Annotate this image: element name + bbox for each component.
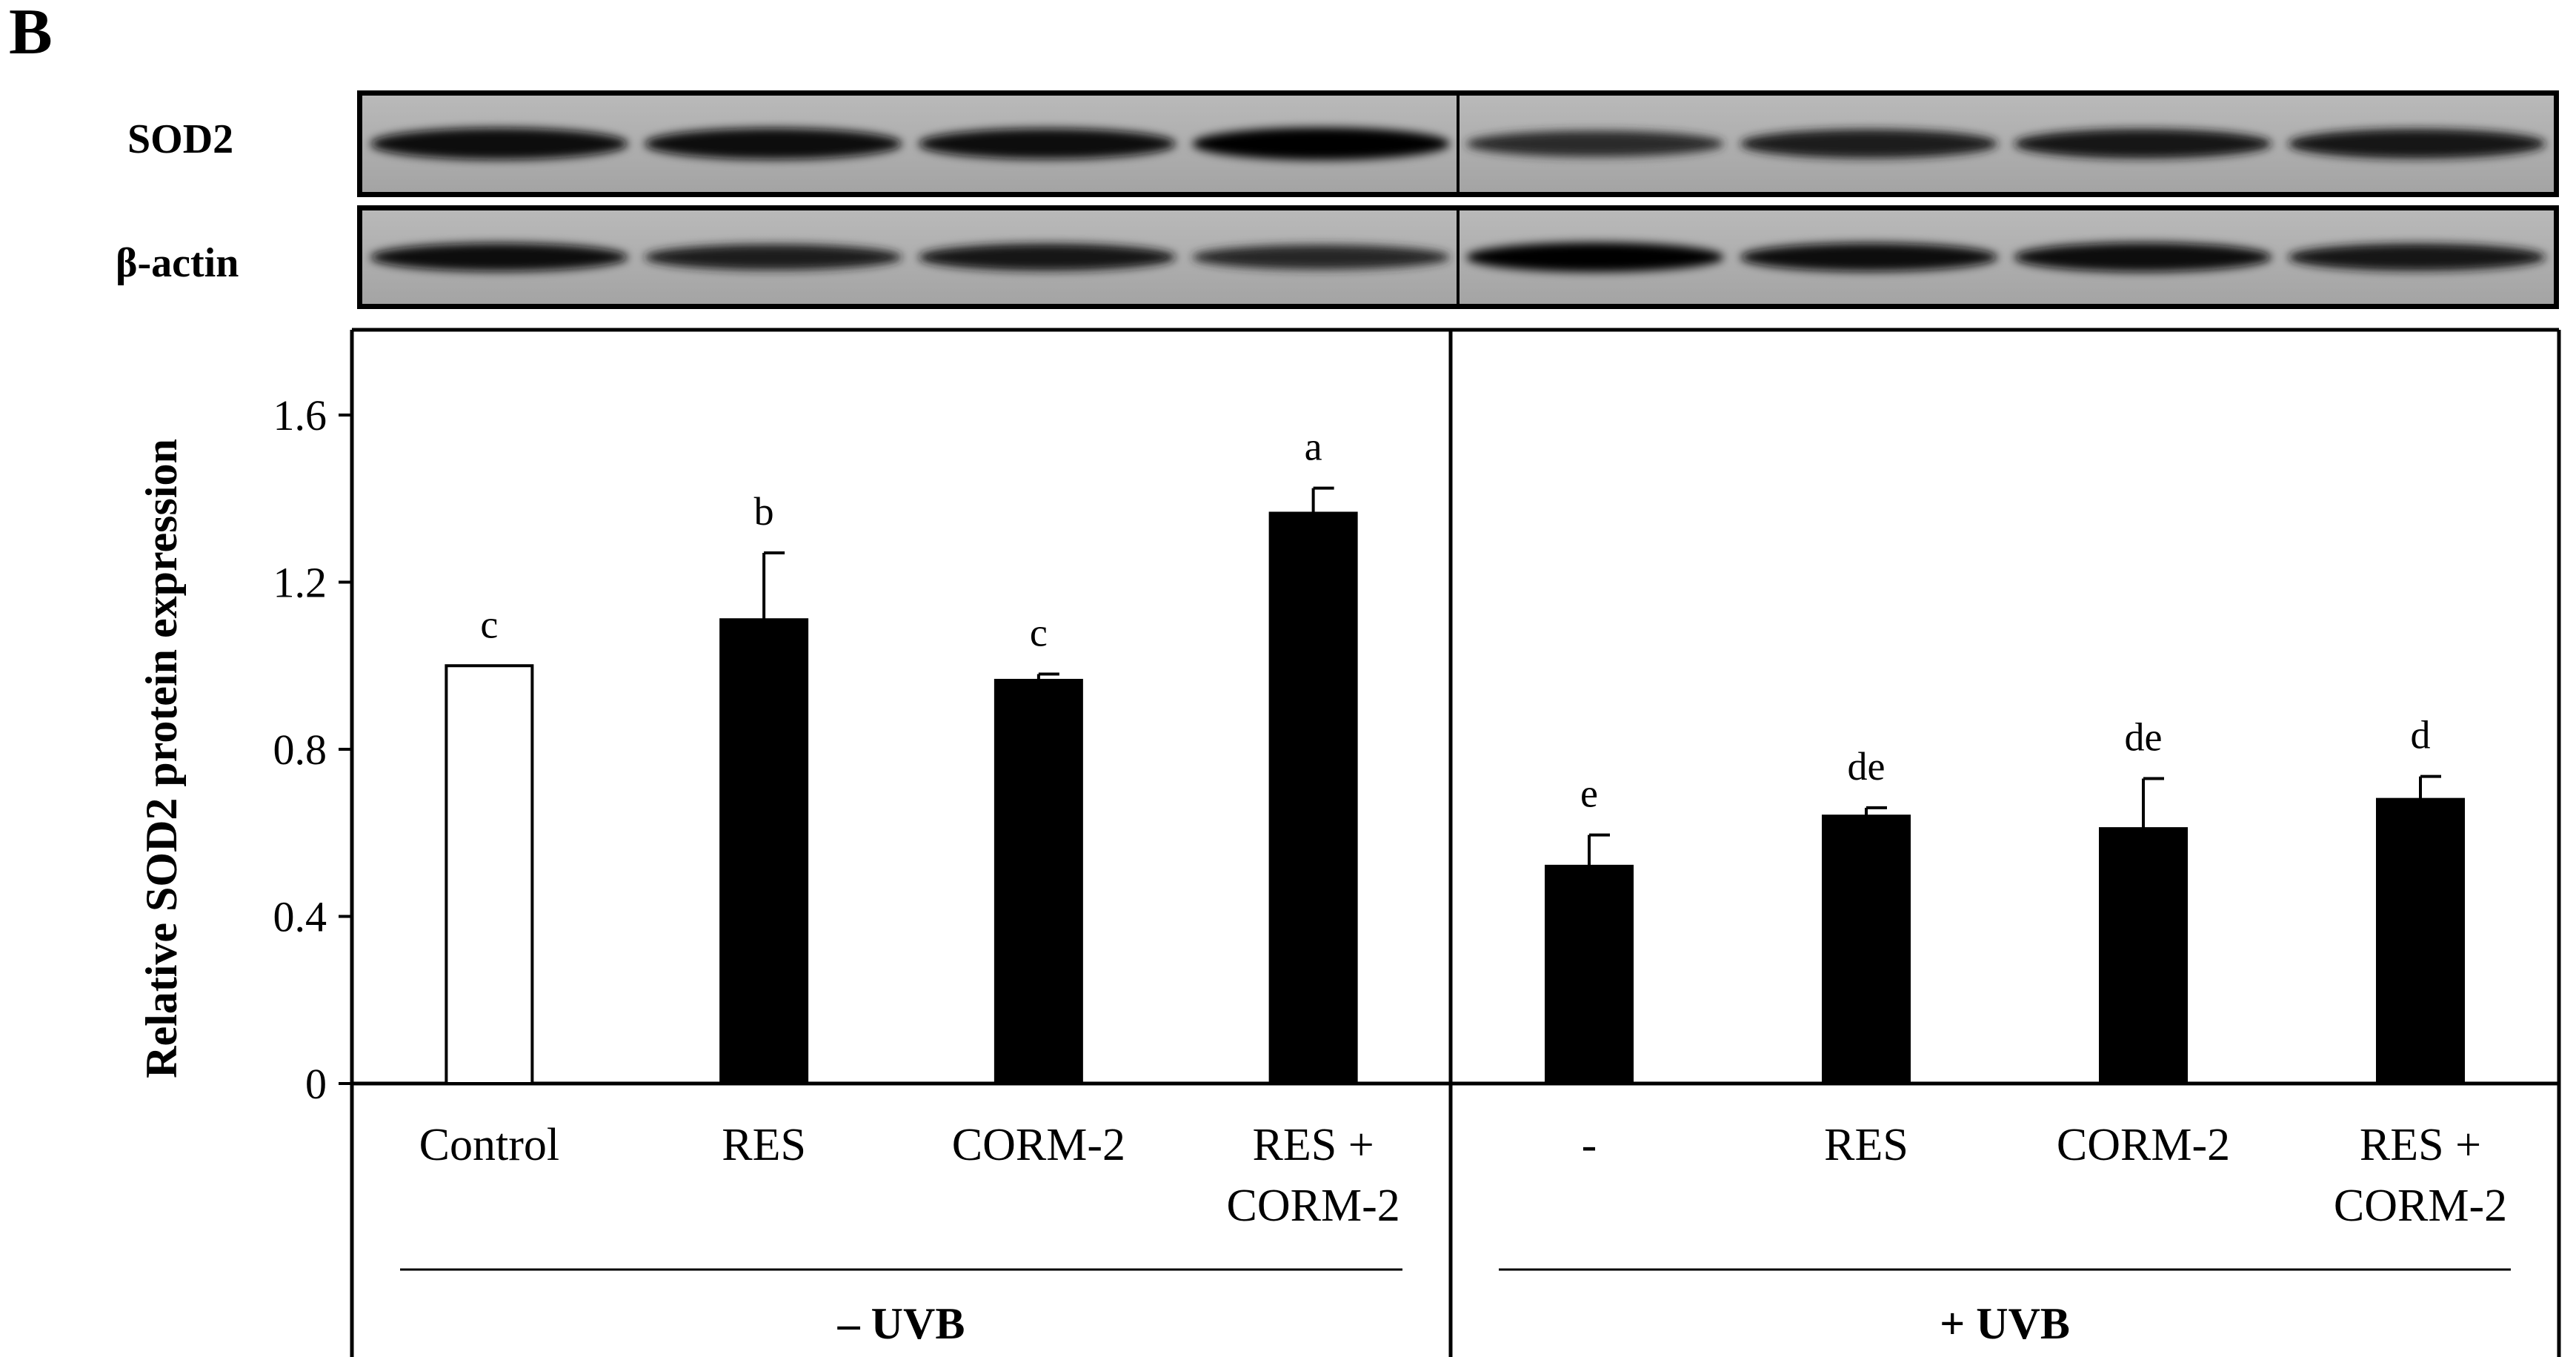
blot-band (2014, 242, 2272, 272)
beta-actin-blot-label: β-actin (116, 240, 239, 286)
blot-band (1740, 129, 1998, 159)
blot-band (644, 127, 902, 160)
bar (2376, 797, 2465, 1086)
significance-letter: b (754, 489, 774, 534)
bar (2099, 827, 2188, 1086)
bar (994, 678, 1083, 1085)
blot-band (2014, 129, 2272, 159)
blot-band (1192, 127, 1450, 160)
y-tick-label: 1.2 (273, 559, 327, 607)
category-label: Control (419, 1120, 559, 1170)
sod2-blot-image (362, 96, 2554, 192)
sod2-blot-label: SOD2 (127, 116, 234, 162)
category-label: RES (1824, 1120, 1908, 1170)
category-label: RES (722, 1120, 806, 1170)
beta-actin-western-blot (357, 205, 2559, 309)
category-label: CORM-2 (1226, 1181, 1400, 1231)
significance-letter: d (2411, 713, 2431, 757)
beta-actin-blot-image (362, 210, 2554, 304)
blot-band (2288, 243, 2546, 271)
significance-letter: c (1030, 611, 1048, 655)
significance-letter: e (1580, 772, 1598, 816)
significance-letter: de (2125, 714, 2163, 759)
significance-letter: c (480, 602, 498, 646)
bar (1822, 814, 1911, 1085)
category-label: RES + (1253, 1120, 1374, 1170)
y-tick-label: 1.6 (273, 391, 327, 439)
bar (1268, 511, 1358, 1085)
category-label: CORM-2 (2334, 1181, 2507, 1231)
group-label: + UVB (1940, 1299, 2070, 1348)
group-label: – UVB (837, 1299, 965, 1348)
bar (1545, 864, 1634, 1085)
blot-band (370, 242, 628, 272)
y-axis-label: Relative SOD2 protein expression (137, 439, 186, 1078)
blot-band (2288, 128, 2546, 159)
blot-band (918, 243, 1176, 271)
bar (445, 664, 534, 1085)
significance-letter: a (1305, 425, 1322, 469)
bar (719, 618, 809, 1085)
y-tick-label: 0 (305, 1060, 327, 1108)
panel-letter: B (9, 0, 53, 68)
y-tick-label: 0.4 (273, 893, 327, 941)
blot-band (918, 128, 1176, 159)
significance-letter: de (1848, 744, 1886, 789)
blot-band (1740, 242, 1998, 272)
category-label: - (1582, 1120, 1597, 1170)
category-label: CORM-2 (952, 1120, 1125, 1170)
blot-band (370, 127, 628, 160)
blot-band (1466, 130, 1724, 157)
category-label: CORM-2 (2057, 1120, 2230, 1170)
blot-band (1192, 245, 1450, 270)
category-label: RES + (2360, 1120, 2481, 1170)
sod2-western-blot (357, 90, 2559, 197)
blot-band (1466, 242, 1724, 272)
y-tick-label: 0.8 (273, 726, 327, 774)
blot-band (644, 244, 902, 271)
